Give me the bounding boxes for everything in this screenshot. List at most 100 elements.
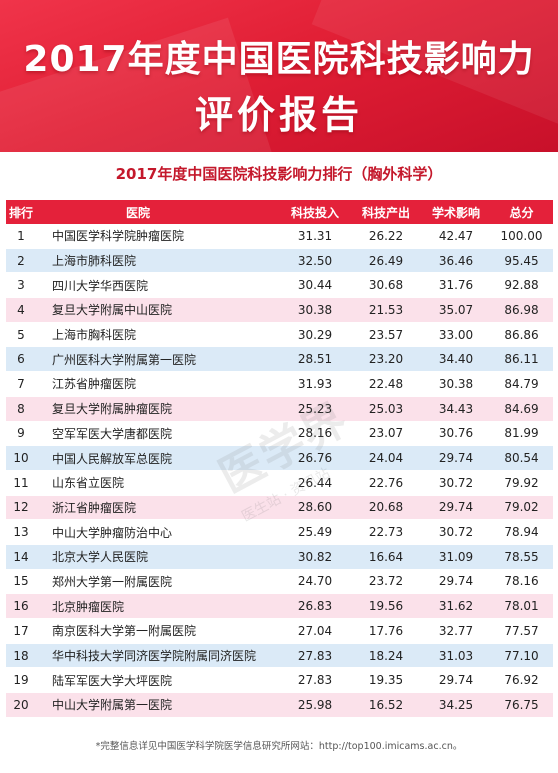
cell-total-score: 80.54 (504, 451, 539, 466)
cell-rank: 12 (13, 500, 29, 515)
cell-hospital: 中山大学附属第一医院 (52, 698, 173, 713)
cell-tech-output: 17.76 (368, 623, 404, 638)
cell-academic-impact: 34.40 (438, 352, 474, 367)
cell-rank: 15 (13, 574, 29, 589)
cell-tech-output: 19.56 (368, 599, 404, 614)
cell-tech-input: 30.38 (297, 302, 333, 317)
cell-tech-input: 32.50 (297, 253, 333, 268)
cell-tech-output: 22.73 (368, 525, 404, 540)
cell-total-score: 79.92 (504, 475, 539, 490)
cell-total-score: 84.69 (504, 401, 539, 416)
cell-total-score: 86.86 (504, 327, 539, 342)
cell-hospital: 中国医学科学院肿瘤医院 (52, 229, 185, 244)
cell-academic-impact: 31.03 (438, 648, 474, 663)
header-banner: 2017年度中国医院科技影响力 评价报告 (0, 0, 558, 152)
cell-hospital: 中国人民解放军总医院 (52, 451, 173, 466)
cell-rank: 4 (17, 302, 25, 317)
cell-tech-input: 27.83 (297, 673, 333, 688)
cell-hospital: 上海市肺科医院 (52, 254, 137, 269)
cell-tech-output: 24.04 (368, 451, 404, 466)
cell-tech-output: 26.22 (368, 228, 404, 243)
cell-tech-output: 23.07 (368, 426, 404, 441)
cell-rank: 17 (13, 623, 29, 638)
cell-hospital: 华中科技大学同济医学院附属同济医院 (52, 649, 257, 664)
cell-tech-output: 22.76 (368, 475, 404, 490)
cell-hospital: 北京肿瘤医院 (52, 599, 125, 614)
cell-tech-output: 25.03 (368, 401, 404, 416)
cell-rank: 7 (17, 376, 25, 391)
cell-tech-input: 28.16 (297, 426, 333, 441)
cell-hospital: 南京医科大学第一附属医院 (52, 624, 197, 639)
cell-tech-input: 28.60 (297, 500, 333, 515)
cell-hospital: 北京大学人民医院 (52, 550, 149, 565)
cell-hospital: 复旦大学附属肿瘤医院 (52, 402, 173, 417)
cell-tech-input: 26.76 (297, 451, 333, 466)
cell-rank: 9 (17, 426, 25, 441)
table-row: 9 空军军医大学唐都医院 28.16 23.07 30.76 81.99 (6, 421, 553, 447)
cell-total-score: 77.57 (504, 623, 539, 638)
report-title-line2: 评价报告 (194, 93, 363, 137)
cell-rank: 18 (13, 648, 29, 663)
cell-hospital: 浙江省肿瘤医院 (52, 500, 137, 515)
cell-academic-impact: 30.38 (438, 376, 474, 391)
cell-academic-impact: 34.43 (438, 401, 474, 416)
table-row: 18 华中科技大学同济医学院附属同济医院 27.83 18.24 31.03 77.10 (6, 643, 553, 669)
cell-tech-output: 19.35 (368, 673, 404, 688)
cell-tech-output: 20.68 (368, 500, 404, 515)
cell-tech-input: 25.23 (297, 401, 333, 416)
table-row: 16 北京肿瘤医院 26.83 19.56 31.62 78.01 (6, 594, 553, 619)
cell-tech-input: 25.49 (297, 525, 333, 540)
column-header-tech-output: 科技产出 (361, 205, 410, 220)
table-row: 15 郑州大学第一附属医院 24.70 23.72 29.74 78.16 (6, 569, 553, 595)
cell-tech-output: 16.64 (368, 549, 404, 564)
cell-tech-output: 30.68 (368, 278, 404, 293)
table-row: 20 中山大学附属第一医院 25.98 16.52 34.25 76.75 (6, 693, 553, 718)
cell-academic-impact: 30.72 (438, 525, 474, 540)
footnote: *完整信息详见中国医学科学院医学信息研究所网站：http://top100.im… (95, 741, 463, 752)
table-row: 10 中国人民解放军总医院 26.76 24.04 29.74 80.54 (6, 446, 553, 471)
table-row: 11 山东省立医院 26.44 22.76 30.72 79.92 (6, 470, 553, 496)
cell-tech-output: 22.48 (368, 376, 404, 391)
cell-rank: 19 (13, 673, 29, 688)
cell-academic-impact: 30.76 (438, 426, 474, 441)
cell-tech-input: 26.44 (297, 475, 333, 490)
cell-rank: 13 (13, 525, 29, 540)
cell-tech-output: 21.53 (368, 302, 404, 317)
cell-academic-impact: 31.09 (438, 549, 474, 564)
table-row: 7 江苏省肿瘤医院 31.93 22.48 30.38 84.79 (6, 372, 553, 397)
cell-rank: 10 (13, 451, 29, 466)
cell-hospital: 江苏省肿瘤医院 (52, 377, 137, 392)
table-row: 1 中国医学科学院肿瘤医院 31.31 26.22 42.47 100.00 (6, 224, 553, 249)
table-body: 1 中国医学科学院肿瘤医院 31.31 26.22 42.47 100.00 2 上海市肺科医… (6, 224, 553, 718)
cell-total-score: 78.01 (504, 599, 539, 614)
cell-tech-output: 26.49 (368, 253, 404, 268)
table-row: 19 陆军军医大学大坪医院 27.83 19.35 29.74 76.92 (6, 668, 553, 694)
cell-tech-input: 30.82 (297, 549, 333, 564)
cell-total-score: 100.00 (500, 228, 543, 243)
cell-academic-impact: 29.74 (438, 673, 474, 688)
column-header-total-score: 总分 (509, 205, 534, 220)
cell-tech-output: 23.20 (368, 352, 404, 367)
table-row: 6 广州医科大学附属第一医院 28.51 23.20 34.40 86.11 (6, 347, 553, 373)
cell-academic-impact: 30.72 (438, 475, 474, 490)
column-header-hospital: 医院 (125, 205, 150, 220)
cell-rank: 14 (13, 549, 29, 564)
table-row: 8 复旦大学附属肿瘤医院 25.23 25.03 34.43 84.69 (6, 396, 553, 422)
cell-hospital: 广州医科大学附属第一医院 (52, 352, 197, 367)
cell-total-score: 81.99 (504, 426, 539, 441)
cell-total-score: 77.10 (504, 648, 539, 663)
table-row: 14 北京大学人民医院 30.82 16.64 31.09 78.55 (6, 544, 553, 570)
cell-tech-input: 30.44 (297, 278, 333, 293)
cell-tech-input: 30.29 (297, 327, 333, 342)
cell-total-score: 86.11 (504, 352, 539, 367)
table-subtitle: 2017年度中国医院科技影响力排行（胸外科学） (115, 165, 443, 183)
table-row: 2 上海市肺科医院 32.50 26.49 36.46 95.45 (6, 248, 553, 274)
cell-tech-input: 25.98 (297, 697, 333, 712)
cell-total-score: 79.02 (504, 500, 539, 515)
cell-tech-output: 23.72 (368, 574, 404, 589)
cell-rank: 16 (13, 599, 29, 614)
cell-tech-input: 28.51 (297, 352, 333, 367)
cell-academic-impact: 42.47 (438, 228, 474, 243)
cell-hospital: 四川大学华西医院 (52, 278, 149, 293)
cell-tech-output: 16.52 (368, 697, 404, 712)
